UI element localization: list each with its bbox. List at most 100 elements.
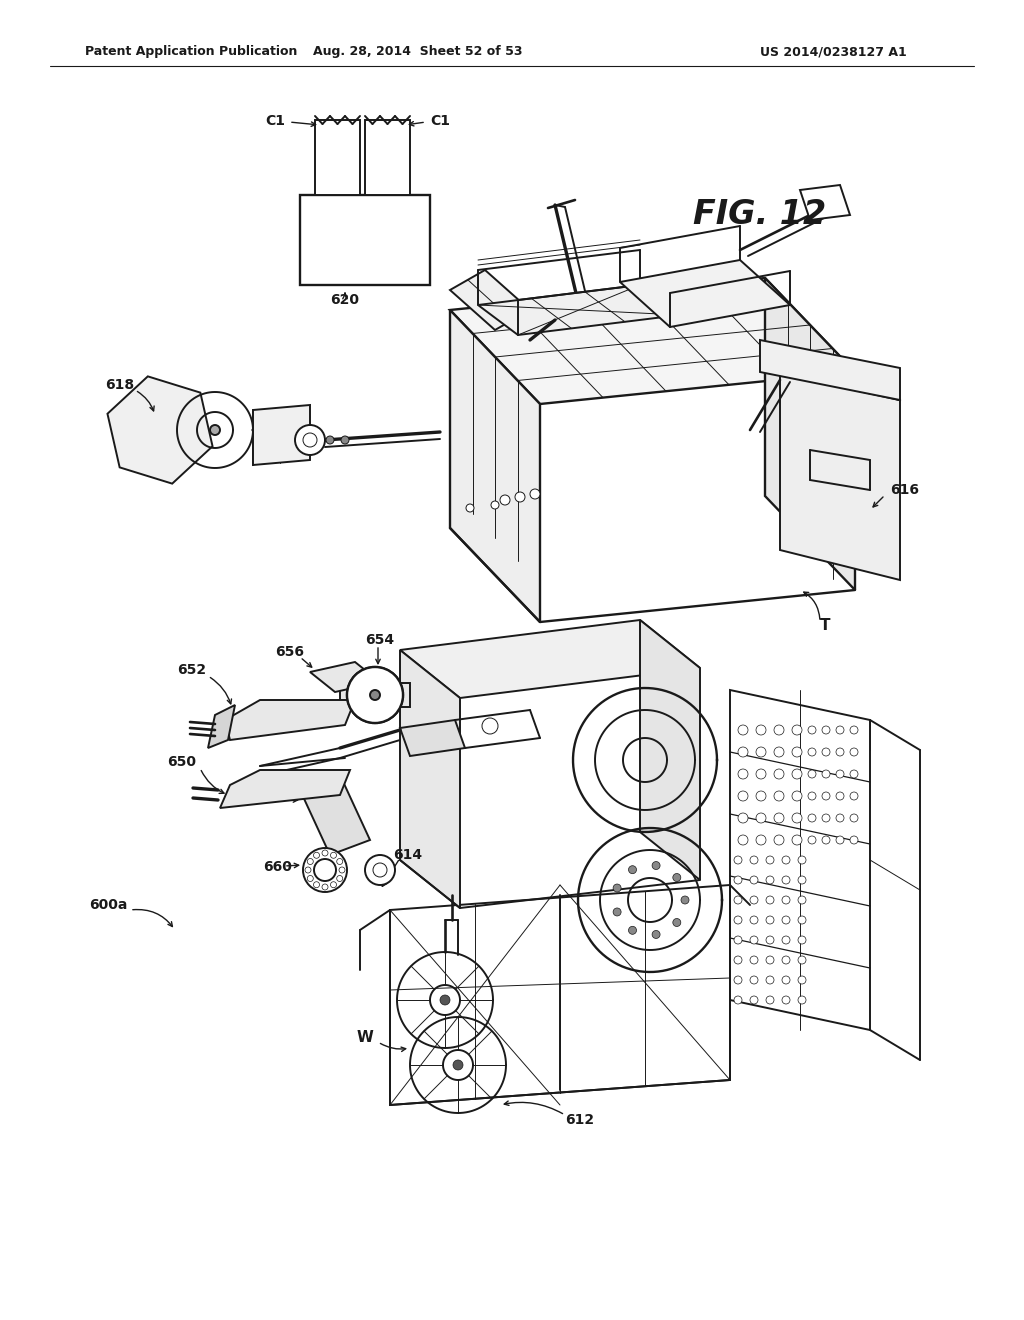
Circle shape <box>782 876 790 884</box>
Circle shape <box>836 792 844 800</box>
Circle shape <box>774 770 784 779</box>
Circle shape <box>836 814 844 822</box>
Circle shape <box>836 726 844 734</box>
Circle shape <box>530 488 540 499</box>
Circle shape <box>756 725 766 735</box>
Circle shape <box>774 747 784 756</box>
Circle shape <box>629 927 637 935</box>
Circle shape <box>792 725 802 735</box>
Circle shape <box>850 748 858 756</box>
Text: C1: C1 <box>430 114 450 128</box>
Circle shape <box>774 725 784 735</box>
Polygon shape <box>400 649 460 908</box>
Circle shape <box>313 853 319 858</box>
Circle shape <box>798 896 806 904</box>
Circle shape <box>798 975 806 983</box>
Text: 652: 652 <box>177 663 207 677</box>
Circle shape <box>774 791 784 801</box>
Circle shape <box>347 667 403 723</box>
Circle shape <box>822 748 830 756</box>
Circle shape <box>766 956 774 964</box>
Circle shape <box>734 916 742 924</box>
Text: 620: 620 <box>331 293 359 308</box>
Polygon shape <box>450 310 540 622</box>
Circle shape <box>782 896 790 904</box>
Circle shape <box>734 855 742 865</box>
Circle shape <box>673 919 681 927</box>
Polygon shape <box>400 620 700 698</box>
Circle shape <box>808 748 816 756</box>
Polygon shape <box>478 285 680 335</box>
Circle shape <box>798 936 806 944</box>
Text: 618: 618 <box>105 378 134 392</box>
Circle shape <box>303 847 347 892</box>
Circle shape <box>798 997 806 1005</box>
Circle shape <box>373 863 387 876</box>
Text: W: W <box>356 1031 374 1045</box>
Polygon shape <box>760 341 900 400</box>
Circle shape <box>850 792 858 800</box>
Circle shape <box>756 836 766 845</box>
Circle shape <box>766 975 774 983</box>
Text: T: T <box>820 618 830 632</box>
Circle shape <box>822 770 830 777</box>
Circle shape <box>766 936 774 944</box>
Circle shape <box>798 916 806 924</box>
Circle shape <box>750 916 758 924</box>
Text: 658: 658 <box>233 791 262 805</box>
Circle shape <box>766 896 774 904</box>
Text: C1: C1 <box>265 114 285 128</box>
Polygon shape <box>390 884 730 1105</box>
Circle shape <box>750 956 758 964</box>
Circle shape <box>322 850 328 855</box>
Polygon shape <box>300 775 370 855</box>
Circle shape <box>750 876 758 884</box>
Circle shape <box>337 875 343 882</box>
Circle shape <box>734 936 742 944</box>
Circle shape <box>822 792 830 800</box>
Circle shape <box>331 853 337 858</box>
Circle shape <box>326 436 334 444</box>
Text: 616: 616 <box>890 483 919 498</box>
Circle shape <box>738 791 748 801</box>
Circle shape <box>822 814 830 822</box>
Circle shape <box>782 916 790 924</box>
Polygon shape <box>315 120 360 195</box>
Polygon shape <box>620 260 790 327</box>
Circle shape <box>347 667 403 723</box>
Circle shape <box>766 997 774 1005</box>
Circle shape <box>629 866 637 874</box>
Circle shape <box>738 747 748 756</box>
Polygon shape <box>800 185 850 220</box>
Circle shape <box>652 931 660 939</box>
Circle shape <box>782 855 790 865</box>
Circle shape <box>782 997 790 1005</box>
Circle shape <box>482 718 498 734</box>
Circle shape <box>774 813 784 822</box>
Text: Aug. 28, 2014  Sheet 52 of 53: Aug. 28, 2014 Sheet 52 of 53 <box>313 45 522 58</box>
Circle shape <box>850 770 858 777</box>
Circle shape <box>822 836 830 843</box>
Circle shape <box>782 975 790 983</box>
Circle shape <box>756 791 766 801</box>
Circle shape <box>774 836 784 845</box>
Circle shape <box>322 884 328 890</box>
Circle shape <box>756 813 766 822</box>
Circle shape <box>331 882 337 888</box>
Circle shape <box>341 436 349 444</box>
Circle shape <box>792 770 802 779</box>
Circle shape <box>738 813 748 822</box>
Circle shape <box>440 995 450 1005</box>
Circle shape <box>339 867 345 873</box>
Polygon shape <box>300 195 430 285</box>
Circle shape <box>337 858 343 865</box>
Polygon shape <box>220 770 350 808</box>
Circle shape <box>734 876 742 884</box>
Circle shape <box>808 836 816 843</box>
Circle shape <box>466 504 474 512</box>
Text: 660: 660 <box>263 861 293 874</box>
Text: US 2014/0238127 A1: US 2014/0238127 A1 <box>760 45 906 58</box>
Circle shape <box>295 425 325 455</box>
Circle shape <box>453 1060 463 1071</box>
Circle shape <box>370 690 380 700</box>
